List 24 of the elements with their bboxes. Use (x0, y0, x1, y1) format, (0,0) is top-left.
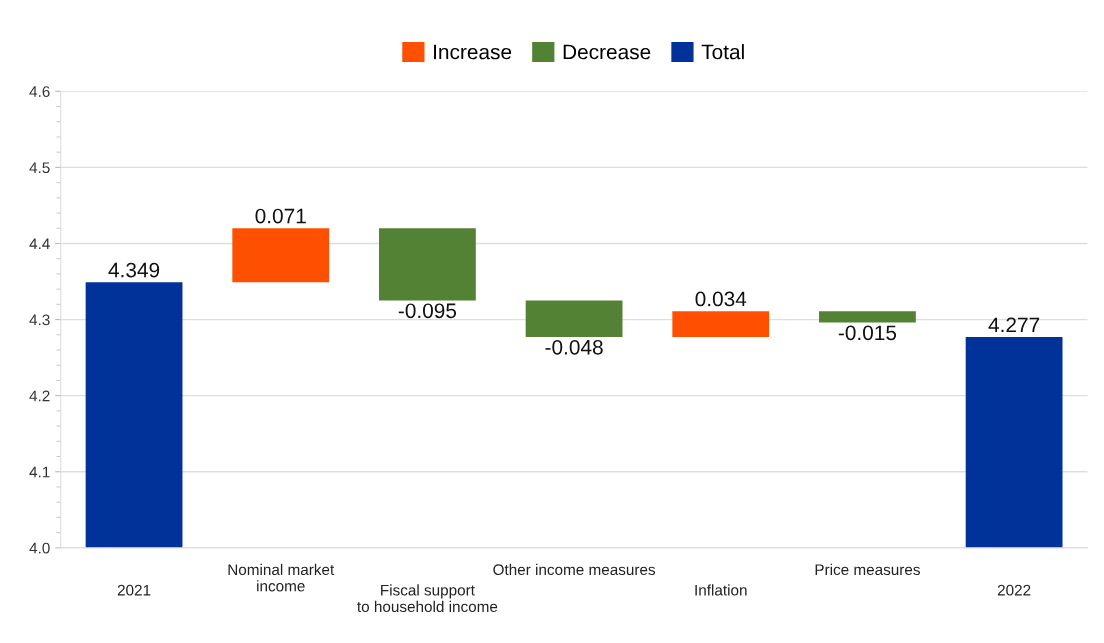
y-tick-label: 4.3 (29, 314, 50, 326)
legend-label: Decrease (563, 44, 651, 60)
legend-label: Increase (434, 44, 512, 60)
y-tick-label: 4.2 (29, 390, 50, 402)
x-tick-label: Fiscal support to household income (357, 584, 498, 613)
y-tick-label: 4.0 (29, 542, 50, 554)
x-tick-label: Nominal market income (228, 563, 335, 592)
y-tick-label: 4.6 (29, 86, 50, 97)
x-tick-label: Other income measures (493, 563, 656, 576)
data-label: -0.095 (398, 303, 457, 319)
data-label: -0.015 (838, 325, 897, 341)
data-label: 4.349 (108, 262, 160, 278)
y-tick-label: 4.1 (29, 466, 50, 478)
y-tick-label: 4.4 (29, 238, 50, 250)
y-tick-label: 4.5 (29, 162, 50, 174)
x-tick-label: Price measures (815, 563, 920, 576)
data-label: 0.034 (695, 291, 747, 307)
x-tick-label: Inflation (695, 584, 747, 596)
x-tick-label: 2021 (117, 584, 151, 596)
data-label: 4.277 (988, 317, 1040, 332)
legend-label: Total (701, 44, 744, 60)
x-tick-label: 2022 (997, 584, 1031, 596)
data-label: 0.071 (255, 208, 306, 224)
data-label: -0.048 (545, 339, 603, 355)
